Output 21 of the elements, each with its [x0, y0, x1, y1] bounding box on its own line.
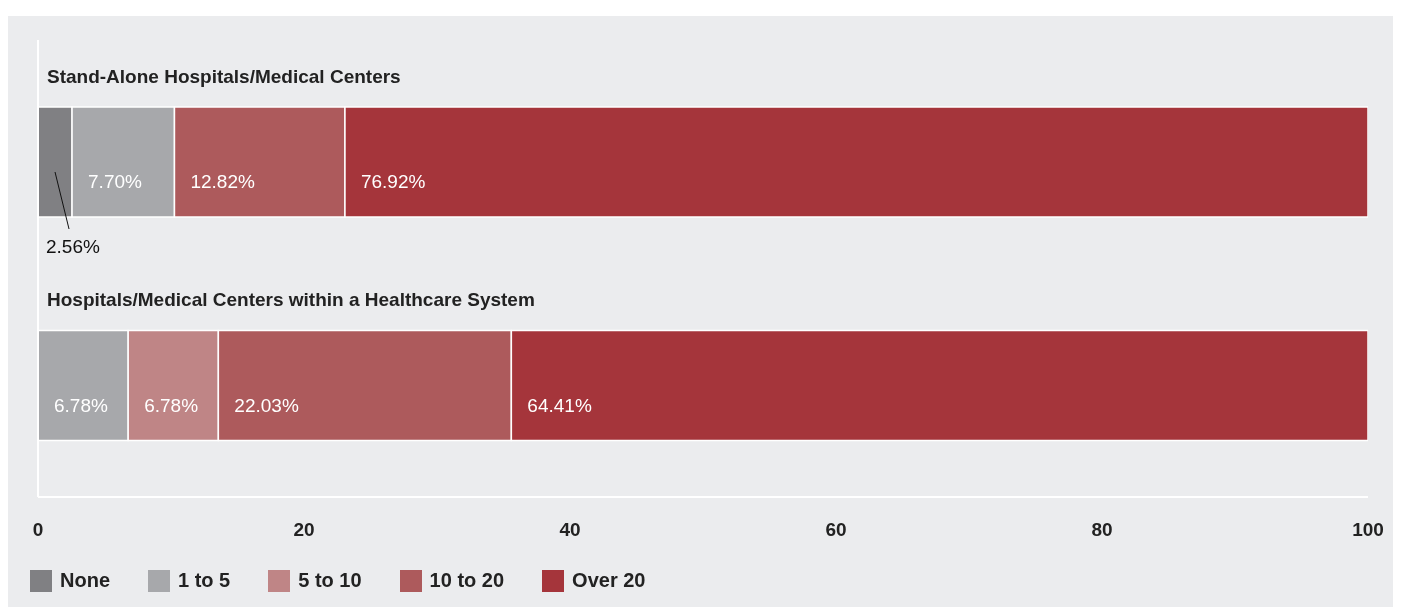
legend-label: 10 to 20	[428, 569, 505, 592]
data-label: 76.92%	[360, 171, 426, 193]
legend-label: 1 to 5	[177, 569, 231, 592]
data-label: 6.78%	[144, 394, 199, 416]
data-label: 22.03%	[234, 394, 299, 416]
x-tick-label: 100	[1352, 519, 1384, 541]
data-label: 64.41%	[527, 394, 592, 416]
legend-label: Over 20	[571, 569, 646, 592]
y-tick-label: Hospitals/Medical Centers within a Healthcare System	[47, 289, 535, 311]
legend-label: 5 to 10	[297, 569, 362, 592]
x-tick-label: 20	[293, 519, 315, 541]
x-tick-label: 60	[825, 519, 847, 541]
x-tick-label: 80	[1091, 519, 1113, 541]
data-label: 2.56%	[46, 236, 100, 257]
y-tick-label: Stand-Alone Hospitals/Medical Centers	[47, 65, 401, 87]
data-label: 6.78%	[54, 394, 108, 416]
x-tick-label: 0	[32, 519, 44, 541]
data-label: 7.70%	[88, 171, 143, 193]
legend-label: None	[59, 569, 110, 592]
data-label: 12.82%	[190, 171, 255, 193]
x-tick-label: 40	[559, 519, 581, 541]
